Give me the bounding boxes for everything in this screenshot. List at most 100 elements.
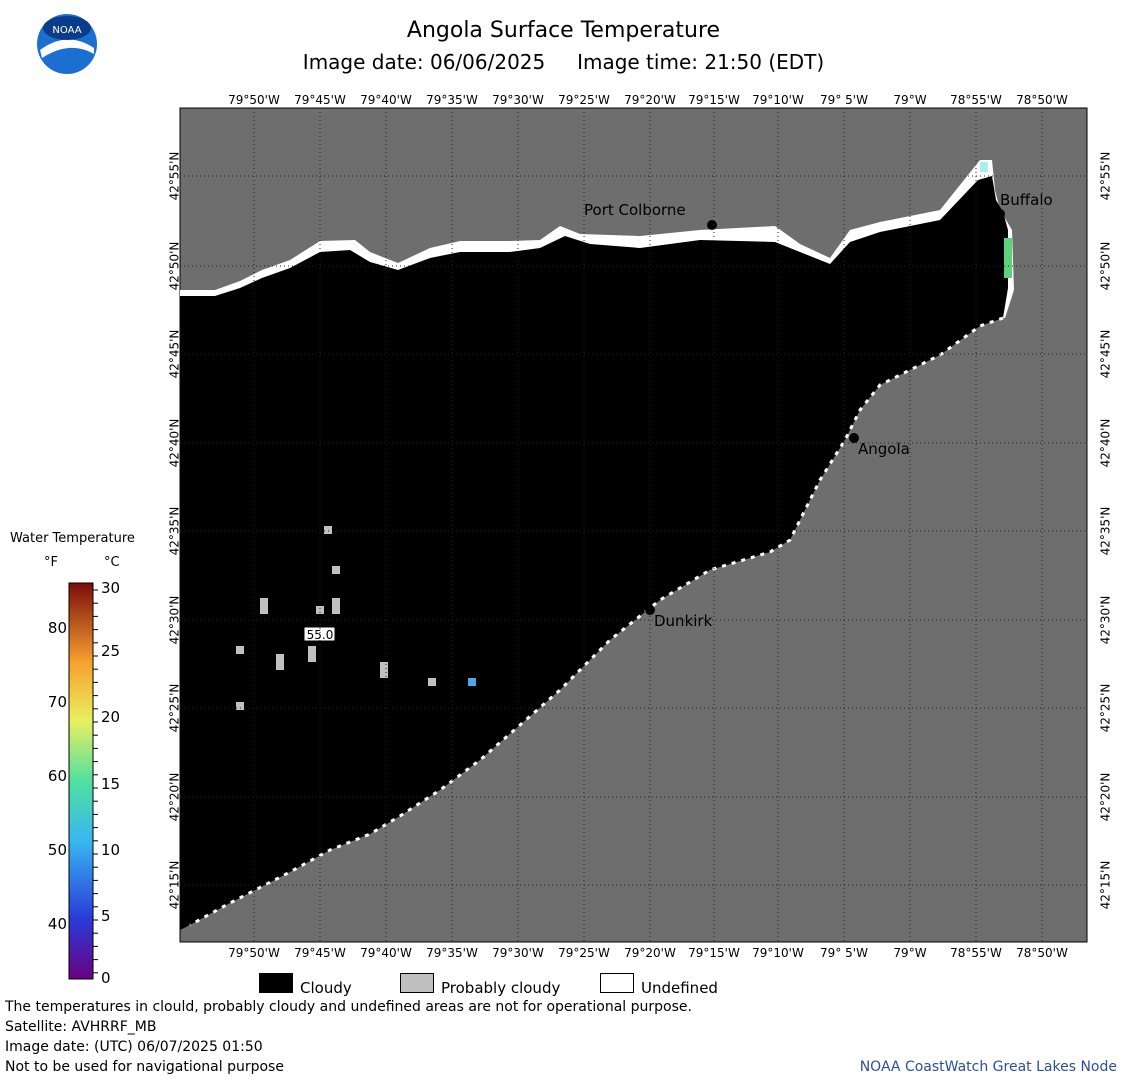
legend-unit-f: °F bbox=[44, 555, 58, 570]
longitude-label: 79°30'W bbox=[492, 946, 544, 960]
key-swatch-undefined bbox=[600, 973, 634, 993]
c-tick: 5 bbox=[101, 907, 111, 925]
latitude-label: 42°25'N bbox=[168, 684, 182, 733]
latitude-label: 42°15'N bbox=[1099, 861, 1113, 910]
graticule bbox=[180, 108, 1087, 942]
c-tick: 15 bbox=[101, 775, 121, 793]
longitude-label: 79° 5'W bbox=[820, 946, 868, 960]
undefined-shore-south bbox=[189, 316, 1004, 927]
latitude-label: 42°35'N bbox=[1099, 507, 1113, 556]
longitude-labels-bottom: 79°50'W 79°45'W 79°40'W 79°35'W 79°30'W 79°25… bbox=[228, 946, 1068, 960]
f-tick: 50 bbox=[47, 841, 67, 859]
probably-cloudy-patches bbox=[236, 526, 436, 710]
longitude-label: 79°10'W bbox=[752, 946, 804, 960]
footer-satellite: Satellite: AVHRRF_MB bbox=[5, 1019, 157, 1035]
longitude-label: 79°45'W bbox=[294, 93, 346, 107]
longitude-label: 79°20'W bbox=[624, 93, 676, 107]
longitude-label: 79° 5'W bbox=[820, 93, 868, 107]
footer-utc-date: Image date: (UTC) 06/07/2025 01:50 bbox=[5, 1039, 263, 1055]
latitude-label: 42°30'N bbox=[1099, 596, 1113, 645]
footer-navigation: Not to be used for navigational purpose bbox=[5, 1059, 284, 1075]
latitude-label: 42°45'N bbox=[1099, 330, 1113, 379]
longitude-label: 78°50'W bbox=[1016, 946, 1068, 960]
latitude-label: 42°20'N bbox=[1099, 773, 1113, 822]
map-title: Angola Surface Temperature bbox=[406, 18, 721, 43]
footer-credit: NOAA CoastWatch Great Lakes Node bbox=[859, 1059, 1117, 1075]
noaa-logo: NOAA bbox=[37, 14, 97, 74]
longitude-label: 79°40'W bbox=[360, 946, 412, 960]
key-swatch-cloudy bbox=[259, 973, 293, 993]
longitude-label: 79°50'W bbox=[228, 946, 280, 960]
longitude-label: 79°25'W bbox=[558, 946, 610, 960]
f-tick: 40 bbox=[47, 915, 67, 933]
longitude-label: 79°50'W bbox=[228, 93, 280, 107]
image-date: Image date: 06/06/2025 bbox=[302, 50, 546, 74]
longitude-label: 79°30'W bbox=[492, 93, 544, 107]
green-water-pixels bbox=[1004, 238, 1012, 278]
legend-title: Water Temperature bbox=[10, 531, 135, 546]
key-swatch-probably-cloudy bbox=[400, 973, 434, 993]
f-tick: 80 bbox=[47, 619, 67, 637]
latitude-label: 42°55'N bbox=[168, 152, 182, 201]
longitude-label: 79°40'W bbox=[360, 93, 412, 107]
longitude-labels-top: 79°50'W 79°45'W 79°40'W 79°35'W 79°30'W 79°25… bbox=[228, 93, 1068, 107]
c-tick: 30 bbox=[101, 579, 121, 597]
longitude-label: 79°45'W bbox=[294, 946, 346, 960]
temperature-color-bar bbox=[68, 582, 94, 980]
f-tick: 70 bbox=[47, 693, 67, 711]
longitude-label: 79°35'W bbox=[426, 946, 478, 960]
latitude-label: 42°35'N bbox=[168, 507, 182, 556]
map-area: 55.0 Port Colborne Buffalo Angola Dunkir… bbox=[168, 93, 1113, 960]
latitude-label: 42°55'N bbox=[1099, 152, 1113, 201]
f-tick: 60 bbox=[47, 767, 67, 785]
latitude-label: 42°30'N bbox=[168, 596, 182, 645]
latitude-labels-left: 42°55'N 42°50'N 42°45'N 42°40'N 42°35'N 42°30… bbox=[168, 152, 182, 910]
key-label-undefined: Undefined bbox=[641, 979, 718, 997]
longitude-label: 79°W bbox=[893, 946, 926, 960]
c-tick: 20 bbox=[101, 708, 121, 726]
city-label-angola: Angola bbox=[858, 440, 910, 458]
city-label-buffalo: Buffalo bbox=[1000, 191, 1053, 209]
color-bar-ticks bbox=[93, 589, 98, 974]
longitude-label: 78°55'W bbox=[950, 93, 1002, 107]
longitude-label: 79°10'W bbox=[752, 93, 804, 107]
city-dunkirk: Dunkirk bbox=[645, 605, 713, 630]
latitude-label: 42°20'N bbox=[168, 773, 182, 822]
latitude-label: 42°50'N bbox=[168, 242, 182, 291]
latitude-label: 42°40'N bbox=[1099, 419, 1113, 468]
city-buffalo: Buffalo bbox=[995, 191, 1053, 219]
longitude-label: 79°15'W bbox=[688, 946, 740, 960]
cloudy-lake bbox=[180, 176, 1008, 930]
latitude-label: 42°15'N bbox=[168, 861, 182, 910]
longitude-label: 78°50'W bbox=[1016, 93, 1068, 107]
cyan-water-pixel bbox=[980, 162, 988, 172]
longitude-label: 79°20'W bbox=[624, 946, 676, 960]
latitude-label: 42°45'N bbox=[168, 330, 182, 379]
noaa-logo-text: NOAA bbox=[52, 25, 81, 36]
latitude-label: 42°40'N bbox=[168, 419, 182, 468]
city-label-dunkirk: Dunkirk bbox=[654, 612, 713, 630]
c-tick: 0 bbox=[101, 969, 111, 987]
sample-value-label: 55.0 bbox=[307, 628, 334, 642]
city-angola: Angola bbox=[849, 433, 910, 458]
key-label-probably-cloudy: Probably cloudy bbox=[441, 979, 561, 997]
latitude-labels-right: 42°55'N 42°50'N 42°45'N 42°40'N 42°35'N 42°30… bbox=[1099, 152, 1113, 910]
image-date-time: Image date: 06/06/2025 Image time: 21:50… bbox=[0, 50, 1127, 74]
legend-unit-c: °C bbox=[104, 555, 120, 570]
city-port-colborne: Port Colborne bbox=[584, 201, 717, 230]
key-label-cloudy: Cloudy bbox=[300, 979, 352, 997]
image-time: Image time: 21:50 (EDT) bbox=[577, 50, 825, 74]
latitude-label: 42°50'N bbox=[1099, 242, 1113, 291]
longitude-label: 78°55'W bbox=[950, 946, 1002, 960]
longitude-label: 79°15'W bbox=[688, 93, 740, 107]
c-tick: 10 bbox=[101, 841, 121, 859]
city-label-port-colborne: Port Colborne bbox=[584, 201, 686, 219]
latitude-label: 42°25'N bbox=[1099, 684, 1113, 733]
longitude-label: 79°W bbox=[893, 93, 926, 107]
longitude-label: 79°35'W bbox=[426, 93, 478, 107]
longitude-label: 79°25'W bbox=[558, 93, 610, 107]
warm-water-pixel bbox=[468, 678, 476, 686]
footer-disclaimer: The temperatures in clould, probably clo… bbox=[5, 999, 692, 1015]
c-tick: 25 bbox=[101, 642, 121, 660]
